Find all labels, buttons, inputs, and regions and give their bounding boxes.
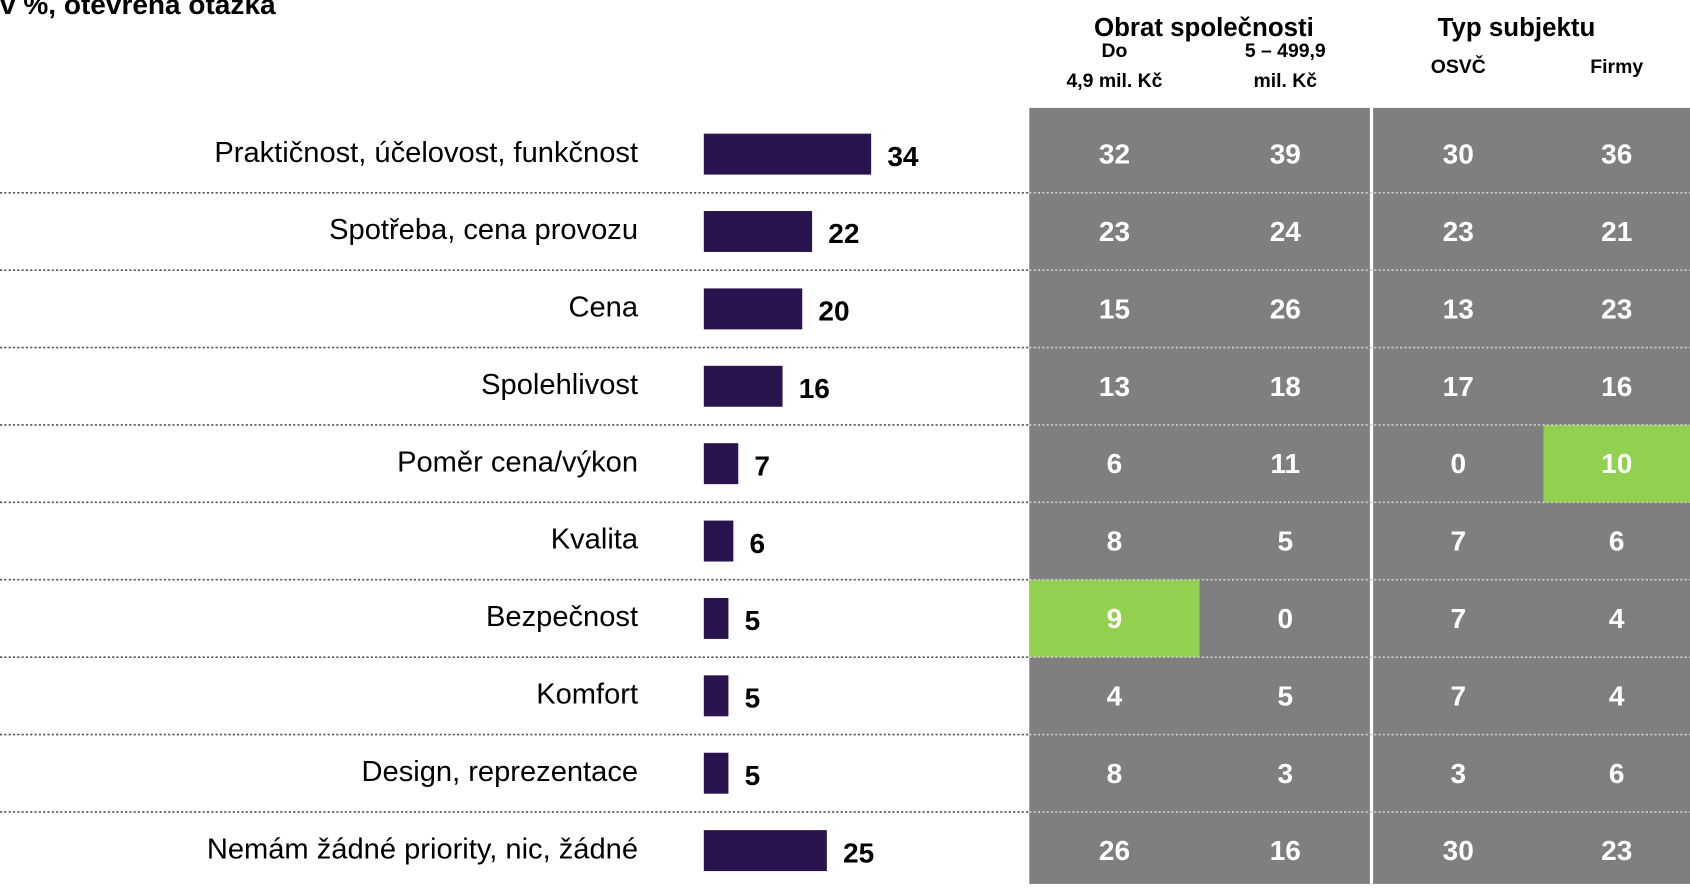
table-cell: 6	[1609, 526, 1625, 557]
table-cell: 30	[1443, 139, 1474, 170]
category-label: Kvalita	[551, 524, 639, 556]
group-header: Obrat společnosti	[1094, 14, 1314, 42]
value-label: 20	[818, 296, 849, 327]
table-cell: 10	[1601, 448, 1632, 479]
category-label: Spolehlivost	[481, 369, 638, 401]
table-cell: 17	[1443, 371, 1474, 402]
table-cell: 39	[1270, 139, 1301, 170]
table-cell: 23	[1601, 293, 1632, 324]
chart-subtitle: v %, otevřená otázka	[0, 0, 276, 20]
group-divider	[1369, 107, 1374, 884]
bar	[703, 365, 783, 407]
bar	[703, 520, 734, 562]
highlight-cell	[1543, 424, 1690, 503]
value-label: 7	[754, 450, 770, 481]
table-cell: 5	[1277, 680, 1293, 711]
table-cell: 8	[1107, 758, 1123, 789]
value-label: 5	[745, 605, 761, 636]
category-label: Spotřeba, cena provozu	[329, 214, 638, 246]
bar	[703, 288, 803, 330]
table-cell: 24	[1270, 216, 1302, 247]
table-cell: 4	[1107, 680, 1123, 711]
value-label: 16	[799, 373, 830, 404]
bar	[703, 597, 729, 639]
category-label: Design, reprezentace	[362, 756, 639, 788]
value-label: 6	[750, 528, 766, 559]
table-cell: 16	[1601, 371, 1632, 402]
table-cell: 7	[1450, 526, 1466, 557]
category-label: Nemám žádné priority, nic, žádné	[207, 833, 638, 865]
table-cell: 26	[1099, 835, 1130, 866]
table-cell: 3	[1277, 758, 1293, 789]
bar	[703, 830, 827, 872]
group-header: Typ subjektu	[1438, 14, 1596, 42]
bar	[703, 211, 813, 252]
table-cell: 6	[1609, 758, 1625, 789]
table-cell: 8	[1107, 526, 1123, 557]
table-cell: 23	[1601, 835, 1632, 866]
column-header: Firmy	[1590, 56, 1643, 78]
column-header: 5 – 499,9	[1245, 40, 1326, 62]
table-cell: 36	[1601, 139, 1632, 170]
table-cell: 3	[1450, 758, 1466, 789]
value-label: 5	[745, 760, 761, 791]
table-cell: 21	[1601, 216, 1632, 247]
bar	[703, 752, 729, 794]
bar	[703, 675, 729, 717]
table-cell: 15	[1099, 293, 1130, 324]
bar	[703, 443, 739, 485]
value-label: 22	[828, 218, 859, 249]
table-cell: 11	[1270, 448, 1300, 479]
table-cell: 32	[1099, 139, 1130, 170]
value-label: 5	[745, 683, 761, 714]
column-header: mil. Kč	[1253, 70, 1317, 92]
category-label: Praktičnost, účelovost, funkčnost	[214, 137, 638, 169]
table-cell: 9	[1107, 603, 1123, 634]
table-cell: 30	[1443, 835, 1474, 866]
table-cell: 4	[1609, 680, 1625, 711]
table-cell: 5	[1277, 526, 1293, 557]
highlight-cell	[1029, 579, 1200, 658]
category-label: Cena	[568, 292, 638, 324]
table-cell: 0	[1450, 448, 1466, 479]
table-cell: 18	[1270, 371, 1301, 402]
category-label: Bezpečnost	[486, 601, 638, 633]
table-cell: 6	[1107, 448, 1123, 479]
table-cell: 13	[1099, 371, 1130, 402]
column-header: Do	[1102, 40, 1128, 62]
bar	[703, 133, 872, 175]
value-label: 25	[843, 837, 874, 868]
category-label: Komfort	[536, 679, 638, 711]
column-header: 4,9 mil. Kč	[1066, 70, 1162, 92]
table-cell: 23	[1443, 216, 1474, 247]
table-cell: 4	[1609, 603, 1625, 634]
table-cell: 7	[1450, 603, 1466, 634]
category-label: Poměr cena/výkon	[397, 446, 638, 478]
table-cell: 0	[1277, 603, 1293, 634]
table-cell: 7	[1450, 680, 1466, 711]
table-cell: 13	[1443, 293, 1474, 324]
value-label: 34	[887, 141, 919, 172]
table-cell: 23	[1099, 216, 1130, 247]
column-header: OSVČ	[1431, 54, 1486, 78]
table-cell: 26	[1270, 293, 1301, 324]
table-cell: 16	[1270, 835, 1301, 866]
